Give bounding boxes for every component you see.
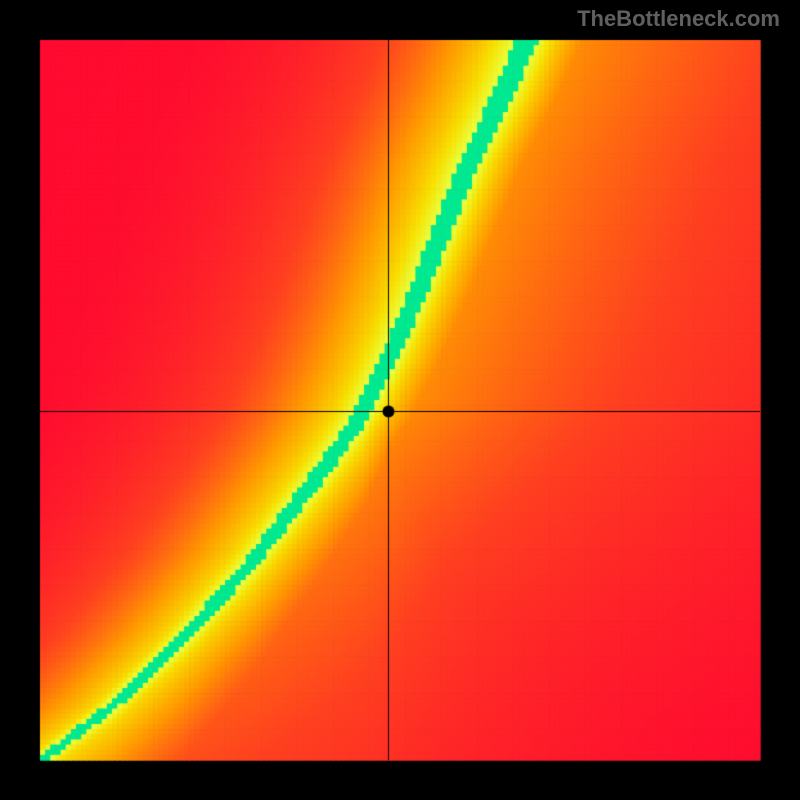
heatmap-canvas <box>0 0 800 800</box>
watermark-text: TheBottleneck.com <box>577 6 780 32</box>
